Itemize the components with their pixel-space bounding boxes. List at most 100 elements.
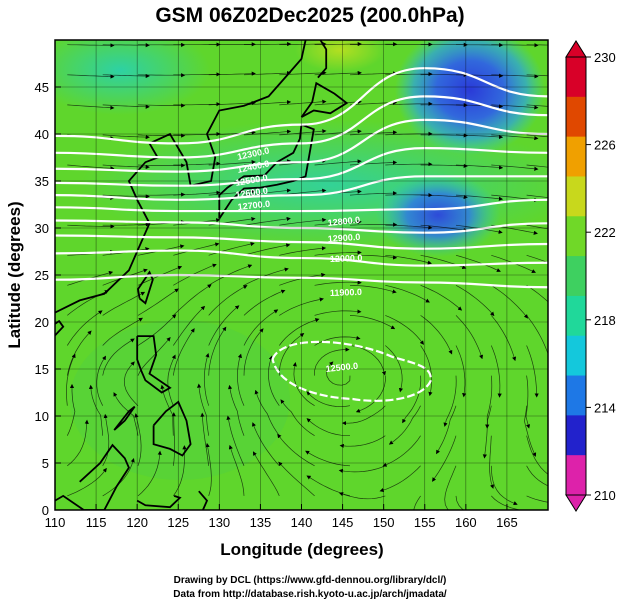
coastline: [317, 40, 328, 79]
streamline: [102, 291, 146, 316]
streamline: [208, 285, 248, 316]
streamline: [382, 435, 421, 467]
colorbar-segment: [566, 375, 586, 416]
streamline: [243, 188, 292, 196]
streamline: [326, 361, 351, 386]
streamline: [314, 159, 362, 166]
streamline: [314, 99, 362, 106]
contour-label: 12600.0: [235, 186, 269, 200]
streamline: [526, 104, 548, 107]
contour-label: 12000.0: [330, 253, 363, 264]
streamline: [102, 43, 150, 48]
streamline: [526, 495, 548, 503]
streamline: [208, 71, 256, 76]
coastline: [300, 81, 349, 118]
streamline: [137, 450, 162, 497]
x-tick-label: 125: [167, 515, 189, 530]
streamline: [279, 297, 324, 316]
gridlines: [55, 40, 548, 510]
streamline: [420, 315, 453, 355]
temperature-field-northwest-cool: [55, 40, 210, 115]
streamline: [102, 317, 144, 346]
streamline: [279, 99, 327, 106]
colorbar-segment: [566, 455, 586, 496]
y-axis-ticks: 0 5 10 15 20 25 30 35 40 45: [35, 80, 61, 518]
contour-label: 12900.0: [327, 232, 360, 244]
x-tick-label: 145: [332, 515, 354, 530]
streamline: [526, 74, 548, 77]
streamline: [243, 216, 291, 226]
streamline: [443, 375, 457, 427]
streamline: [208, 305, 240, 346]
streamline: [388, 405, 421, 445]
streamline: [102, 222, 150, 227]
streamline: [197, 383, 210, 436]
streamline: [456, 73, 504, 78]
contour-label: 12500.0: [325, 361, 358, 374]
streamline: [349, 284, 397, 294]
streamline: [208, 264, 253, 286]
colorbar-tick-label: 226: [594, 138, 616, 153]
plot-area: [55, 40, 548, 510]
streamline: [420, 284, 463, 311]
streamline: [243, 267, 289, 286]
streamline: [314, 347, 350, 376]
streamline: [67, 74, 115, 79]
colorbar-tick-label: 218: [594, 313, 616, 328]
streamline: [102, 194, 150, 199]
streamline: [67, 224, 115, 229]
colorbar-bottom-arrow: [565, 494, 587, 512]
streamline: [349, 130, 398, 136]
streamline: [173, 102, 221, 107]
streamline: [137, 288, 179, 316]
colorbar-tick-label: 230: [594, 50, 616, 65]
streamline: [455, 104, 504, 109]
x-tick-label: 115: [86, 515, 107, 530]
streamline: [243, 328, 264, 376]
streamline: [171, 412, 176, 466]
streamline: [228, 444, 245, 496]
streamline: [314, 250, 362, 256]
streamline: [526, 254, 548, 263]
streamline: [349, 191, 398, 196]
streamline: [67, 43, 115, 48]
x-tick-label: 135: [250, 515, 272, 530]
streamline: [349, 254, 398, 260]
y-tick-label: 5: [42, 456, 49, 471]
streamline: [491, 285, 529, 319]
x-tick-label: 130: [208, 515, 230, 530]
map-title: GSM 06Z02Dec2025 (200.0hPa): [155, 4, 464, 27]
streamline: [490, 345, 502, 398]
streamline: [243, 100, 292, 106]
streamline: [254, 389, 280, 436]
streamline: [402, 375, 422, 424]
streamline: [338, 492, 386, 500]
streamline: [314, 219, 362, 226]
streamline: [526, 345, 539, 398]
y-tick-label: 35: [35, 174, 49, 189]
streamline: [88, 384, 104, 436]
colorbar-segment: [566, 415, 586, 456]
streamline: [173, 284, 212, 316]
streamline: [526, 465, 548, 487]
colorbar: 210 214 218 222 226 230: [565, 40, 616, 512]
streamline: [355, 375, 386, 413]
streamline: [491, 164, 539, 171]
streamline: [66, 353, 76, 406]
streamline: [237, 353, 245, 406]
streamline: [491, 495, 536, 510]
colorbar-segment: [566, 136, 586, 177]
streamline: [314, 335, 361, 346]
colorbar-segment: [566, 335, 586, 377]
streamline: [67, 164, 115, 171]
coastline: [198, 490, 209, 510]
streamline: [208, 160, 256, 166]
streamline: [243, 129, 292, 136]
streamline: [524, 405, 537, 457]
streamline: [102, 73, 150, 79]
x-tick-label: 120: [126, 515, 148, 530]
colorbar-segment: [566, 57, 586, 98]
streamline: [67, 467, 107, 497]
streamline: [277, 433, 315, 467]
x-axis-ticks: 110 115 120 125 130 135 140 145 150 155 160 165: [45, 504, 518, 530]
